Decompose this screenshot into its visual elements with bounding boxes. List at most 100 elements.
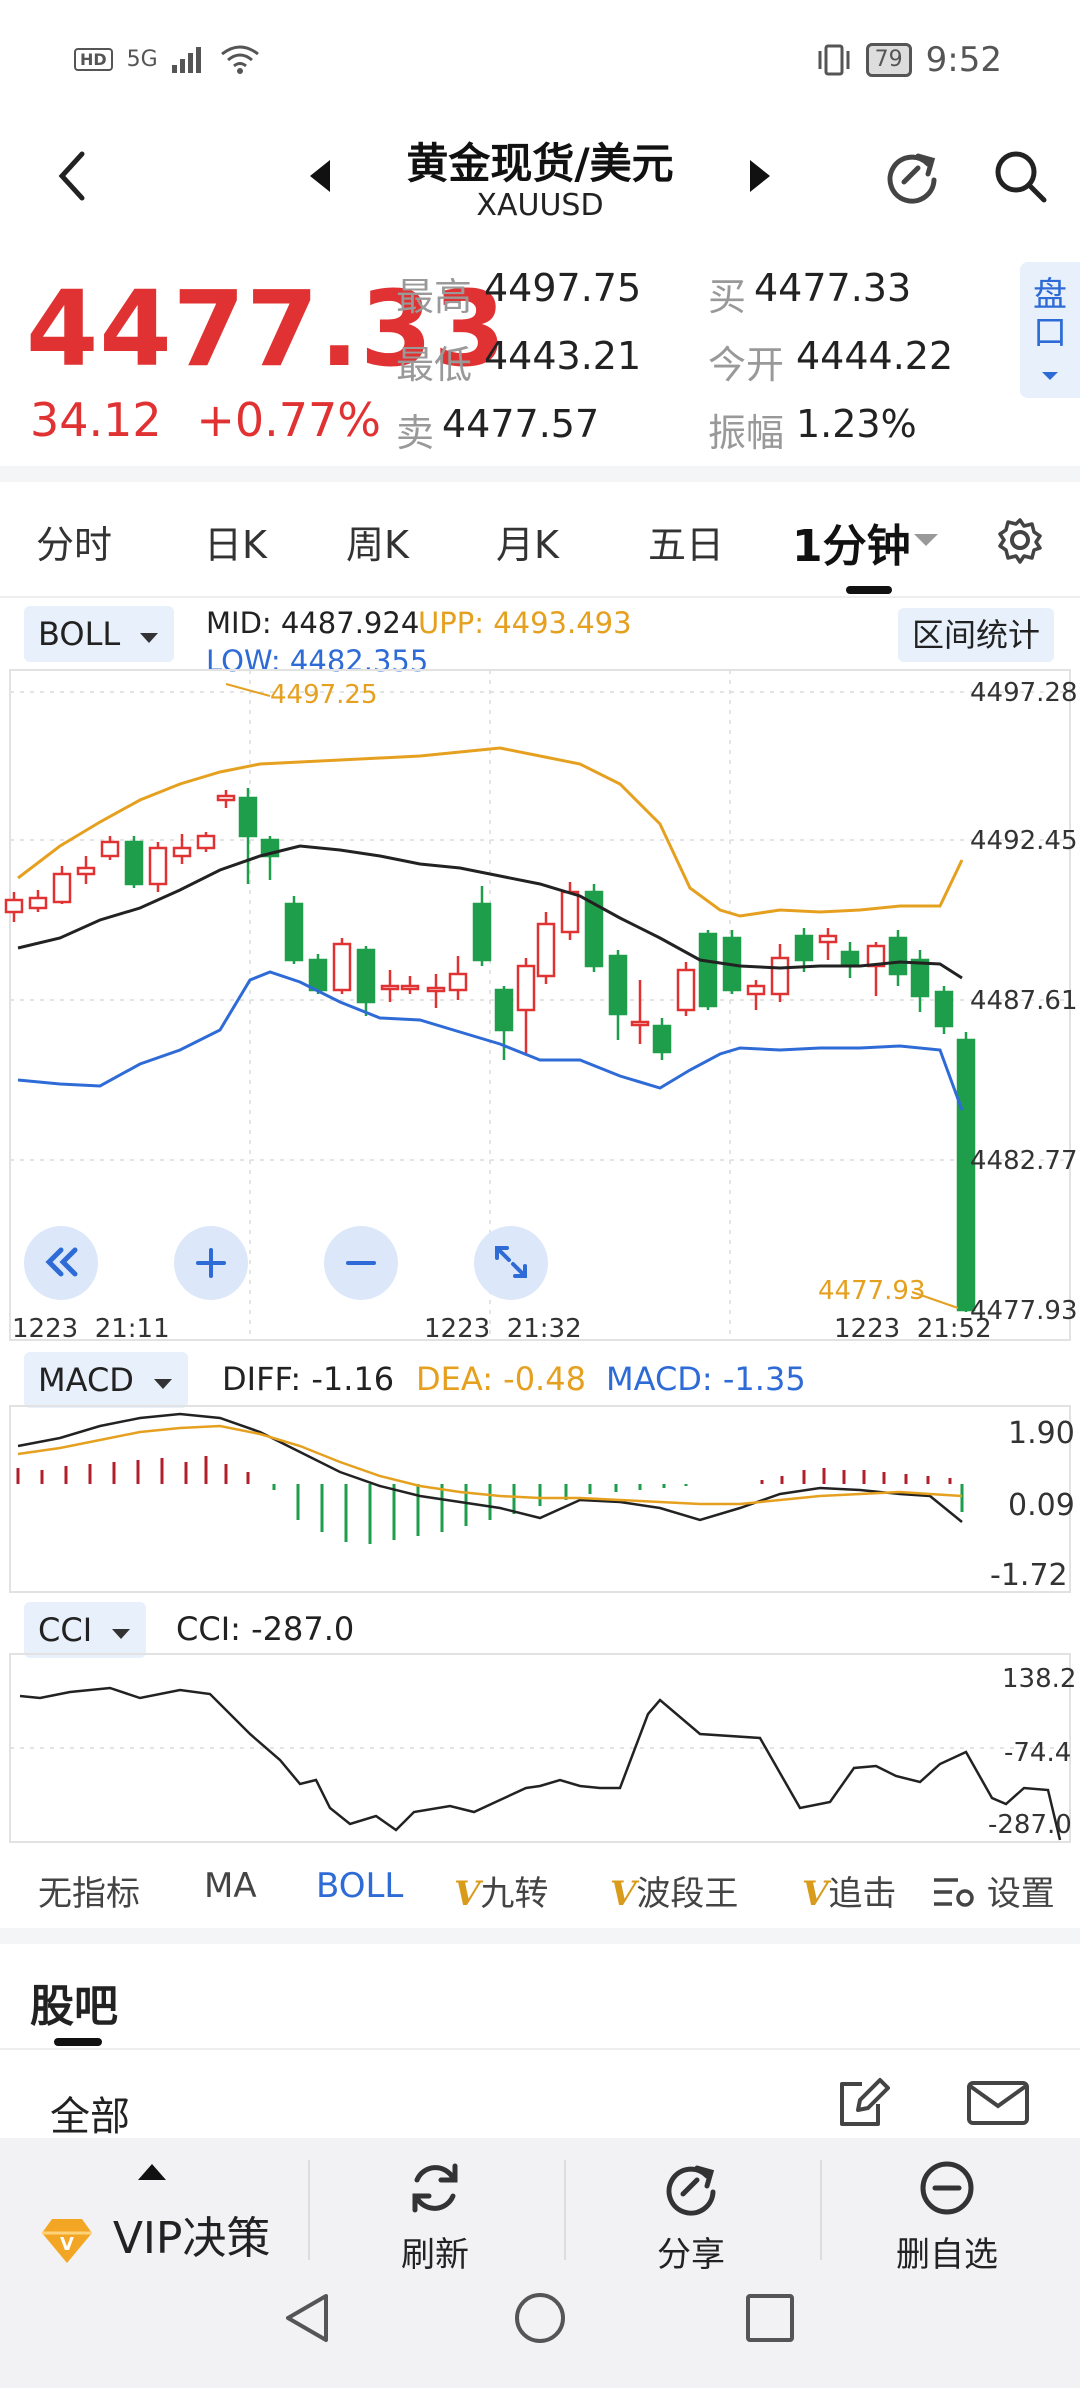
macd-histogram [16, 1456, 964, 1544]
indicator-none[interactable]: 无指标 [38, 1874, 140, 1914]
system-back-icon[interactable] [282, 2290, 332, 2346]
macd-chart[interactable] [0, 1404, 1080, 1594]
candle [866, 942, 886, 996]
boll-selector[interactable]: BOLL [24, 606, 175, 662]
tab-five-day[interactable]: 五日 [648, 523, 725, 567]
bid-label: 买 [708, 275, 747, 319]
boll-mid: MID: 4487.924 [206, 606, 419, 640]
macd-label: MACD [38, 1361, 134, 1399]
plus-icon [196, 1248, 226, 1278]
candles [4, 788, 976, 1312]
tab-intraday[interactable]: 分时 [36, 523, 113, 567]
candle [536, 912, 556, 984]
macd-selector[interactable]: MACD [24, 1352, 189, 1408]
tab-1-minute[interactable]: 1分钟 [792, 521, 911, 572]
candle [584, 884, 604, 972]
macd-y-tick: 0.09 [1008, 1488, 1075, 1523]
tab-monthly-k[interactable]: 月K [496, 523, 559, 567]
high-label: 最高 [396, 275, 473, 319]
search-icon[interactable] [990, 146, 1050, 206]
caret-down-icon [154, 1379, 173, 1389]
candle [818, 928, 838, 960]
bid-value: 4477.33 [754, 266, 912, 310]
candlestick-chart[interactable] [0, 660, 1080, 1350]
y-tick: 4487.61 [970, 986, 1078, 1016]
vip-decision-button[interactable]: V VIP决策 [40, 2202, 290, 2372]
settings-sliders-icon [934, 1878, 974, 1907]
share-button[interactable]: 分享 [596, 2158, 786, 2328]
zhuiji-label: 追击 [828, 1874, 897, 1914]
x-tick: 1223 21:52 [834, 1314, 992, 1344]
gear-icon[interactable] [996, 516, 1044, 564]
back-icon[interactable] [54, 148, 90, 204]
zoom-out-button[interactable] [324, 1226, 398, 1300]
cci-value: CCI: -287.0 [176, 1610, 355, 1648]
next-symbol-icon[interactable] [748, 156, 772, 196]
last-price: 4477.33 [26, 268, 507, 390]
pankou-button[interactable]: 盘口 [1020, 262, 1080, 398]
range-stats-button[interactable]: 区间统计 [898, 608, 1055, 662]
cci-selector[interactable]: CCI [24, 1602, 147, 1658]
indicator-ma[interactable]: MA [204, 1866, 257, 1906]
candle [148, 842, 168, 892]
indicator-boll[interactable]: BOLL [316, 1866, 404, 1906]
scroll-left-button[interactable] [24, 1226, 98, 1300]
low-label: 最低 [396, 343, 473, 387]
low-value: 4443.21 [484, 334, 642, 378]
remove-watchlist-button[interactable]: 删自选 [852, 2158, 1042, 2328]
mail-icon[interactable] [966, 2080, 1030, 2126]
candle [332, 938, 352, 994]
macd-y-tick: -1.72 [990, 1558, 1068, 1593]
cci-chart[interactable] [0, 1652, 1080, 1844]
y-tick: 4477.93 [970, 1296, 1078, 1326]
indicator-bar: 无指标 MA BOLL V九转 V波段王 V追击 设置 [0, 1848, 1080, 1928]
refresh-icon [412, 2163, 458, 2213]
x-tick: 1223 21:32 [424, 1314, 582, 1344]
candle [284, 896, 304, 964]
indicator-jiuzhuan[interactable]: V九转 [454, 1866, 548, 1915]
refresh-button[interactable]: 刷新 [340, 2158, 530, 2328]
share-label: 分享 [657, 2235, 725, 2275]
share-arrow-icon[interactable] [882, 146, 942, 206]
forum-title[interactable]: 股吧 [30, 1981, 118, 2032]
remove-watchlist-label: 删自选 [896, 2235, 998, 2275]
minus-icon [346, 1261, 376, 1265]
indicator-boduan[interactable]: V波段王 [610, 1866, 738, 1915]
boll-upp: UPP: 4493.493 [418, 606, 632, 640]
macd-diff: DIFF: -1.16 [222, 1360, 395, 1398]
system-recents-icon[interactable] [744, 2292, 796, 2344]
compose-icon[interactable] [836, 2074, 892, 2130]
boll-mid-label: MID: [206, 606, 272, 640]
boll-upp-label: UPP: [418, 606, 484, 640]
tab-daily-k[interactable]: 日K [204, 523, 267, 567]
system-home-icon[interactable] [512, 2290, 568, 2346]
v-badge: V [610, 1874, 637, 1914]
fullscreen-button[interactable] [474, 1226, 548, 1300]
chevron-up-icon[interactable] [136, 2162, 168, 2182]
page-title: 黄金现货/美元 [406, 139, 674, 188]
candle [308, 954, 328, 994]
candle [746, 980, 766, 1010]
prev-symbol-icon[interactable] [308, 156, 332, 196]
candle [238, 788, 258, 884]
forum-filter-all[interactable]: 全部 [50, 2094, 130, 2140]
candle [722, 930, 742, 994]
zoom-in-button[interactable] [174, 1226, 248, 1300]
tab-weekly-k[interactable]: 周K [346, 523, 409, 567]
candle [400, 976, 420, 994]
chart-grid [10, 670, 1070, 1340]
boll-upper-line [17, 746, 964, 918]
tab-dropdown-icon[interactable] [912, 532, 940, 548]
double-chevron-left-icon [45, 1247, 78, 1277]
candle [652, 1018, 672, 1060]
divider [0, 2048, 1080, 2050]
wifi-icon [220, 45, 259, 74]
indicator-zhuiji[interactable]: V追击 [802, 1866, 934, 1915]
ask-label: 卖 [396, 411, 435, 455]
candle [910, 950, 930, 1012]
indicator-settings-button[interactable]: 设置 [926, 1866, 1055, 1915]
high-value: 4497.75 [484, 266, 642, 310]
v-badge: V [454, 1874, 481, 1914]
candle [698, 930, 718, 1010]
cci-y-tick: -287.0 [988, 1810, 1072, 1840]
